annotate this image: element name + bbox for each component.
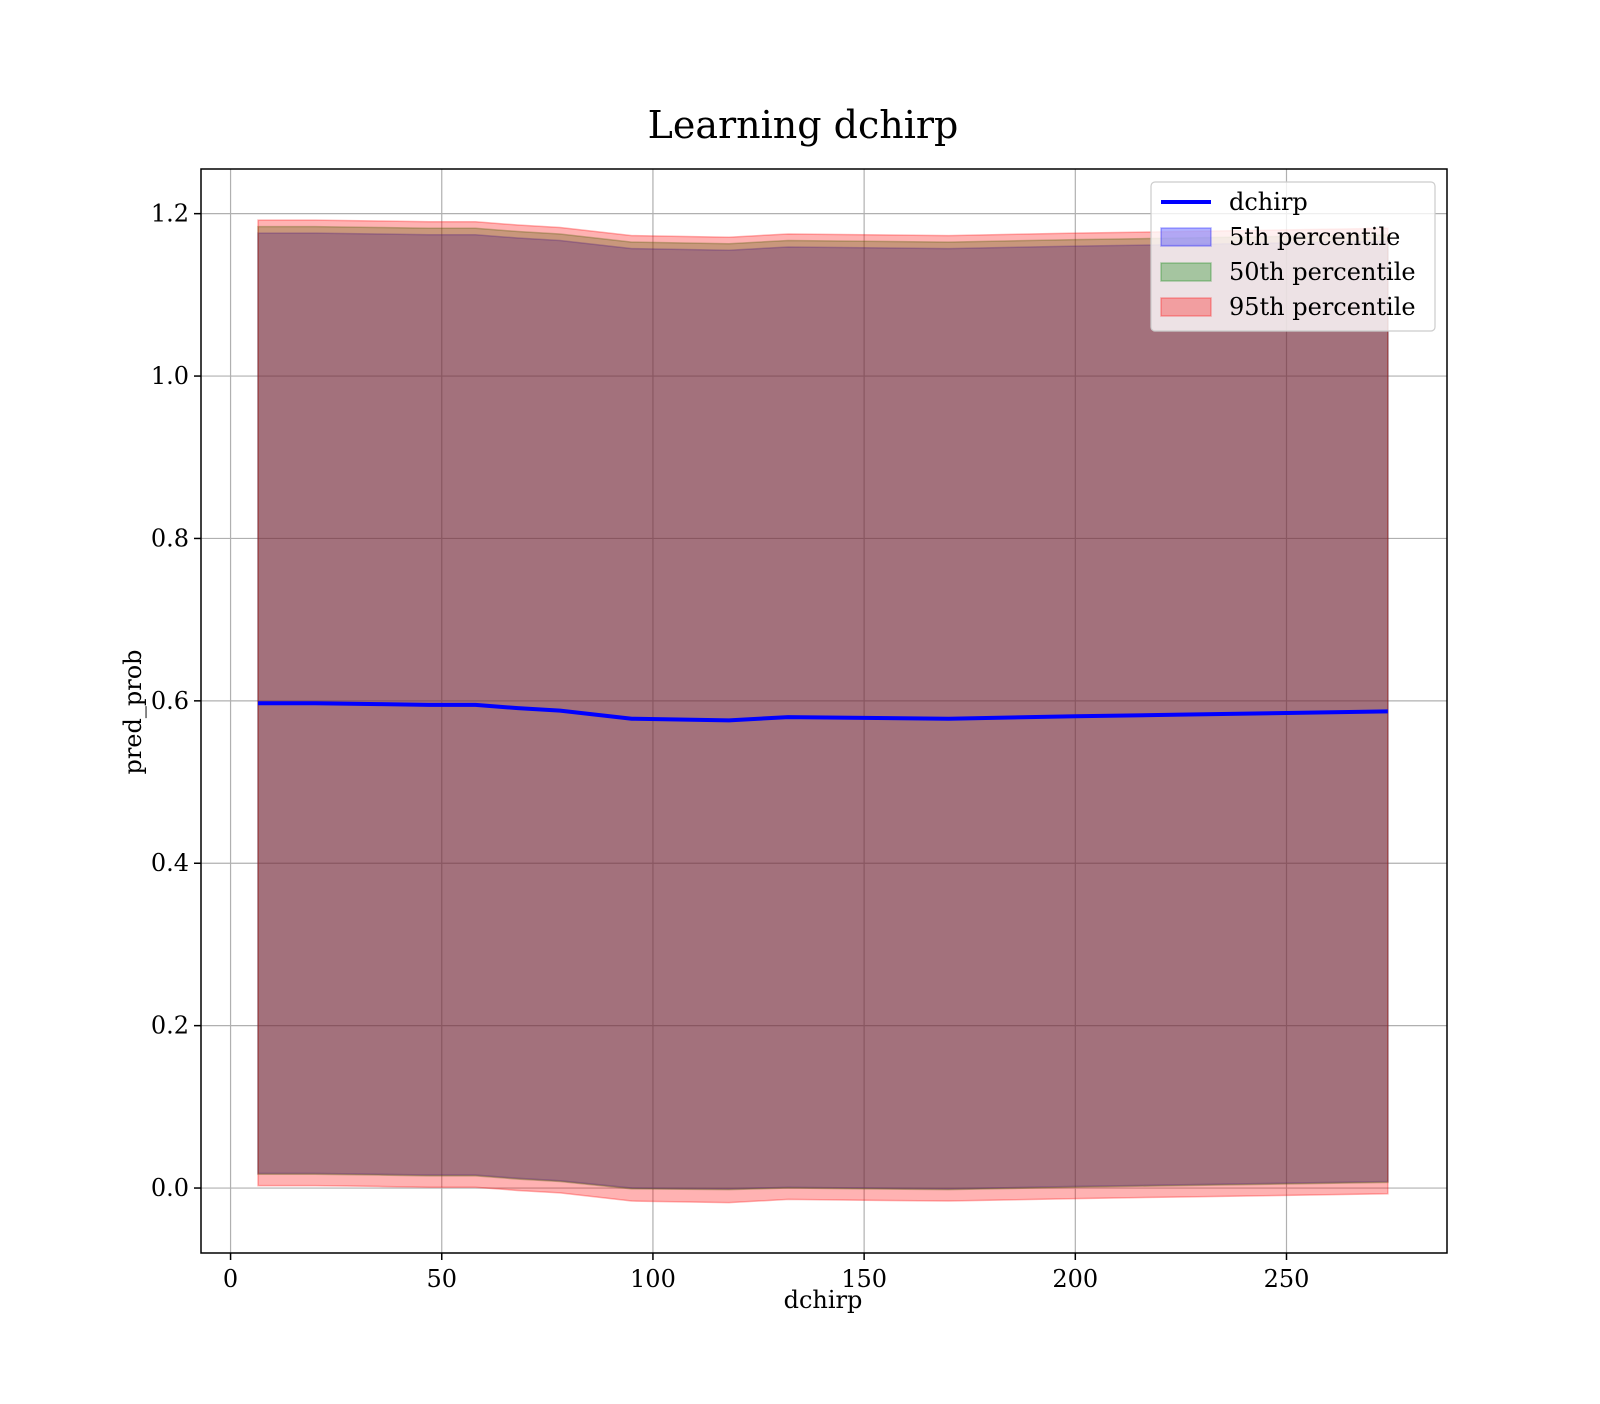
legend: dchirp 5th percentile 50th percentile 95th … (1150, 181, 1436, 332)
x-tick-label: 200 (1052, 1265, 1098, 1293)
x-tick-label: 0 (223, 1265, 238, 1293)
band-5th-percentile (257, 232, 1389, 1190)
y-tick-label: 0.0 (151, 1174, 189, 1202)
plot-area: 0 50 100 150 200 250 0.0 0.2 0.4 0.6 0.8 1.0 1.2 (151, 168, 1448, 1293)
x-axis-ticks: 0 50 100 150 200 250 (223, 1253, 1309, 1293)
y-tick-label: 1.2 (151, 200, 189, 228)
y-tick-label: 0.4 (151, 849, 189, 877)
x-tick-label: 150 (841, 1265, 887, 1293)
legend-label-dchirp: dchirp (1229, 188, 1308, 216)
band-95th-percentile (257, 219, 1389, 1204)
legend-swatch-50th-percentile (1160, 262, 1212, 282)
y-tick-label: 1.0 (151, 362, 189, 390)
y-axis-label: pred_prob (119, 649, 147, 774)
y-tick-label: 0.2 (151, 1012, 189, 1040)
x-tick-label: 250 (1264, 1265, 1310, 1293)
legend-label-5th-percentile: 5th percentile (1229, 223, 1400, 251)
y-tick-label: 0.6 (151, 687, 189, 715)
y-tick-label: 0.8 (151, 524, 189, 552)
axes-background (201, 169, 1447, 1253)
x-tick-label: 100 (630, 1265, 676, 1293)
grid-lines (201, 169, 1447, 1253)
series-line-dchirp (258, 701, 1388, 723)
legend-swatch-5th-percentile (1160, 227, 1212, 247)
percentile-bands (257, 219, 1389, 1204)
x-axis-label: dchirp (784, 1286, 863, 1314)
legend-box (1150, 181, 1436, 332)
chart-title: Learning dchirp (648, 103, 959, 147)
x-tick-label: 50 (426, 1265, 457, 1293)
legend-label-95th-percentile: 95th percentile (1229, 293, 1416, 321)
legend-label-50th-percentile: 50th percentile (1229, 258, 1416, 286)
legend-swatch-95th-percentile (1160, 297, 1212, 317)
y-axis-ticks: 0.0 0.2 0.4 0.6 0.8 1.0 1.2 (151, 200, 201, 1202)
band-50th-percentile (257, 225, 1389, 1191)
axes-frame (200, 168, 1448, 1254)
